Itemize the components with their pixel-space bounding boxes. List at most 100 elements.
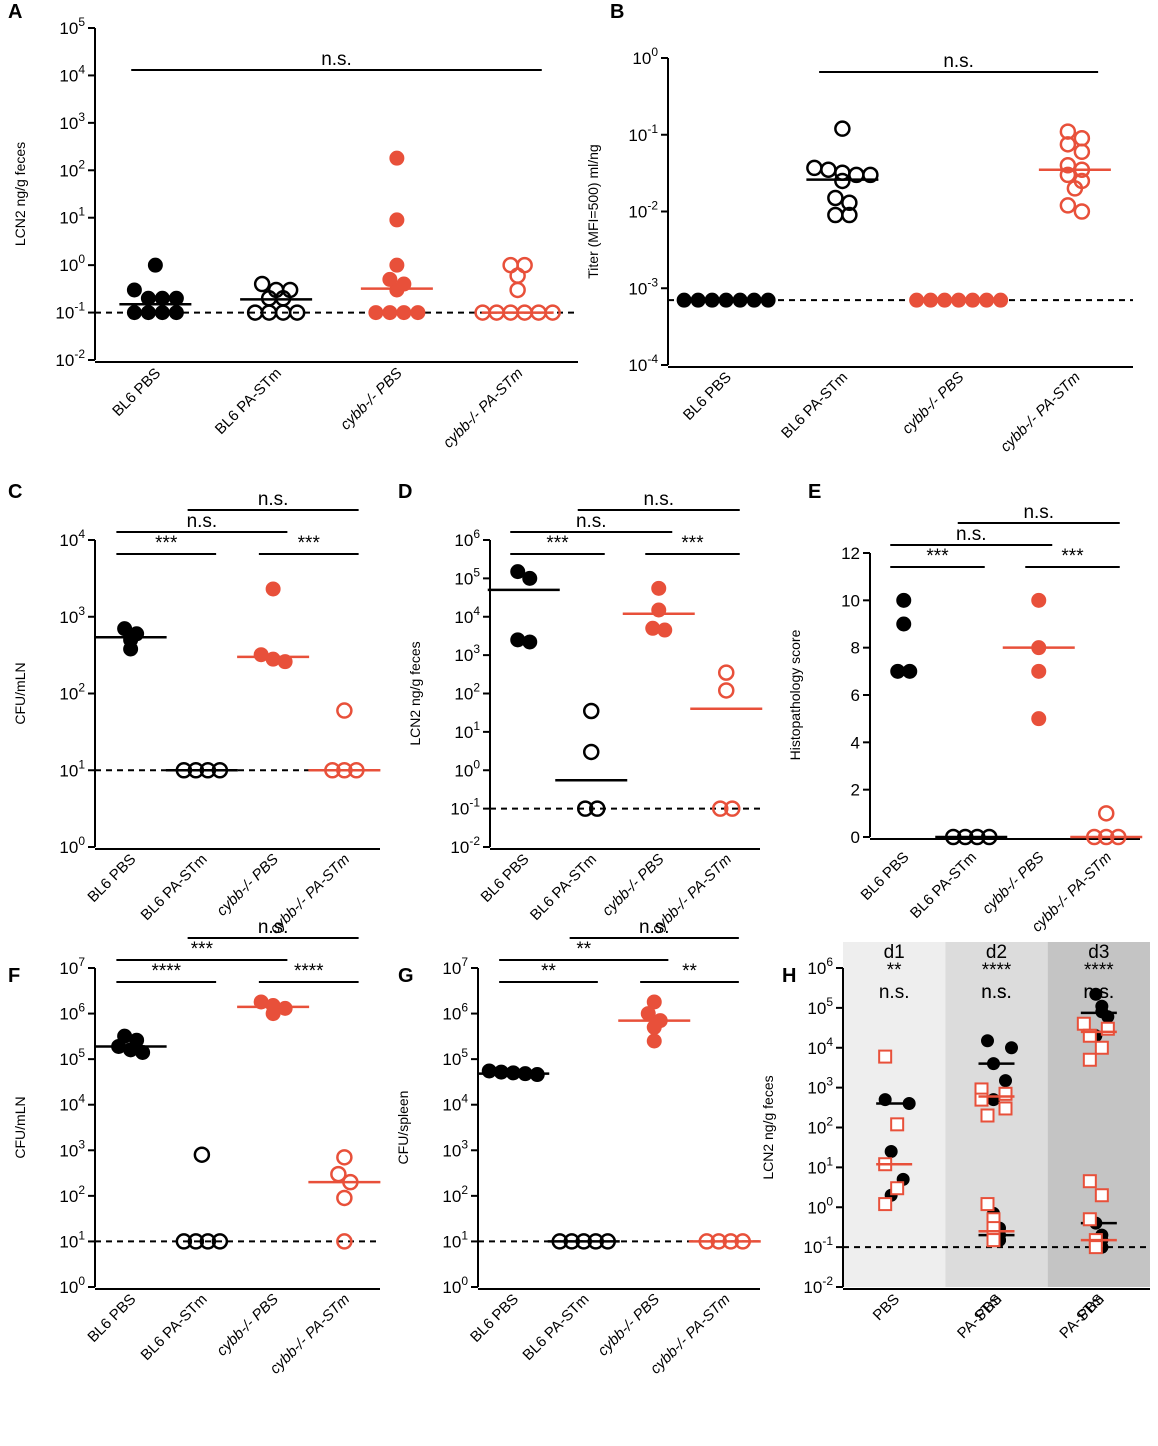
y-tick-label: 104 [807,1035,833,1058]
group-1 [487,564,560,650]
panel-G: 100 101 102 103 104 105 106 107 CFU/spleen G BL6 P… [395,917,761,1377]
y-tick-label: 102 [59,681,85,704]
day-significance: **** [1084,960,1114,981]
group-1 [119,257,192,321]
group-2 [240,275,313,321]
data-point [583,743,600,761]
data-point [522,570,538,586]
group-2 [935,828,1008,846]
group-1 [890,592,918,679]
group-3 [237,581,310,670]
category-label: cybb-/- PBS [899,369,968,438]
significance-label: n.s. [639,917,670,938]
data-point [589,800,606,817]
group-4 [690,664,763,817]
group-1 [676,292,776,308]
category-label: BL6 PA-STm [907,849,980,922]
y-tick-label: 102 [59,1183,85,1206]
data-point [1082,1052,1097,1067]
y-axis-label: CFU/mLN [12,662,28,724]
group-3 [1002,592,1075,727]
data-point [187,1233,205,1250]
y-tick-label: 102 [807,1115,833,1138]
panel-label: G [398,965,414,987]
group-4 [688,1233,761,1250]
data-point [718,682,735,699]
group-4 [308,1149,381,1250]
category-label: BL6 PA-STm [138,851,211,924]
data-point [712,800,729,817]
data-point [123,641,139,657]
data-point [1073,130,1091,147]
data-point [981,1034,994,1048]
data-point [834,172,851,190]
y-tick-label: 102 [59,157,85,180]
category-label: BL6 PA-STm [778,369,851,442]
y-tick-label: 104 [59,62,85,85]
panel-label: E [808,481,821,503]
y-tick-label: 101 [59,205,85,228]
panel-label: F [8,965,20,987]
y-tick-label: 12 [841,544,860,563]
group-3 [360,150,433,321]
y-tick-label: 10-1 [803,1234,833,1257]
category-label: BL6 PBS [680,369,735,424]
data-point [1059,157,1077,174]
group-3 [909,292,1009,308]
data-point [140,305,156,321]
significance-label: n.s. [258,917,289,938]
data-point [834,120,851,137]
data-point [277,654,293,670]
y-tick-label: 10-1 [55,300,85,323]
data-point [884,1145,898,1159]
y-tick-label: 105 [807,995,833,1018]
data-point [1059,197,1077,214]
data-point [265,1006,281,1022]
significance-label: *** [191,939,214,960]
y-tick-label: 106 [807,955,833,978]
y-tick-label: 101 [59,757,85,780]
y-tick-label: 4 [851,733,860,752]
data-point [382,305,398,321]
data-point [999,1074,1012,1088]
data-point [265,651,281,667]
group-4 [474,256,561,321]
group-2 [806,120,879,224]
data-point [336,1233,353,1250]
category-label: cybb-/- PA-STm [997,369,1084,456]
data-point [827,189,844,207]
data-point [1031,711,1047,727]
data-point [1073,143,1091,161]
significance-label: n.s. [1023,502,1054,523]
panel-D: 10-2 10-1 100 101 102 103 104 105 106 LCN2 ng/g f… [398,481,763,937]
day-shading [843,942,946,1287]
y-tick-label: 10-1 [450,796,480,819]
significance-label: *** [298,533,321,554]
y-tick-label: 105 [442,1046,468,1069]
data-point [724,800,741,817]
y-tick-label: 0 [851,828,860,847]
data-point [396,305,412,321]
data-point [1073,203,1091,220]
significance-label: ** [541,961,556,982]
data-point [718,664,735,681]
group-4 [1038,123,1111,220]
category-label: BL6 PA-STm [212,365,285,438]
significance-label: n.s. [576,511,607,532]
y-tick-label: 104 [59,527,85,550]
data-point [827,206,844,224]
data-point [1082,1174,1097,1189]
y-tick-label: 104 [442,1092,468,1115]
y-tick-label: 10-4 [628,352,658,375]
category-label: BL6 PBS [84,1291,139,1346]
data-point [126,282,142,298]
data-point [1076,1016,1091,1031]
y-tick-label: 10 [841,591,860,610]
group-4 [1070,805,1143,846]
significance-label: ** [576,939,591,960]
data-point [1088,1240,1103,1255]
data-point [760,292,776,308]
data-point [583,702,600,720]
y-axis-label: Titer (MFI=500) ml/ng [585,144,601,278]
